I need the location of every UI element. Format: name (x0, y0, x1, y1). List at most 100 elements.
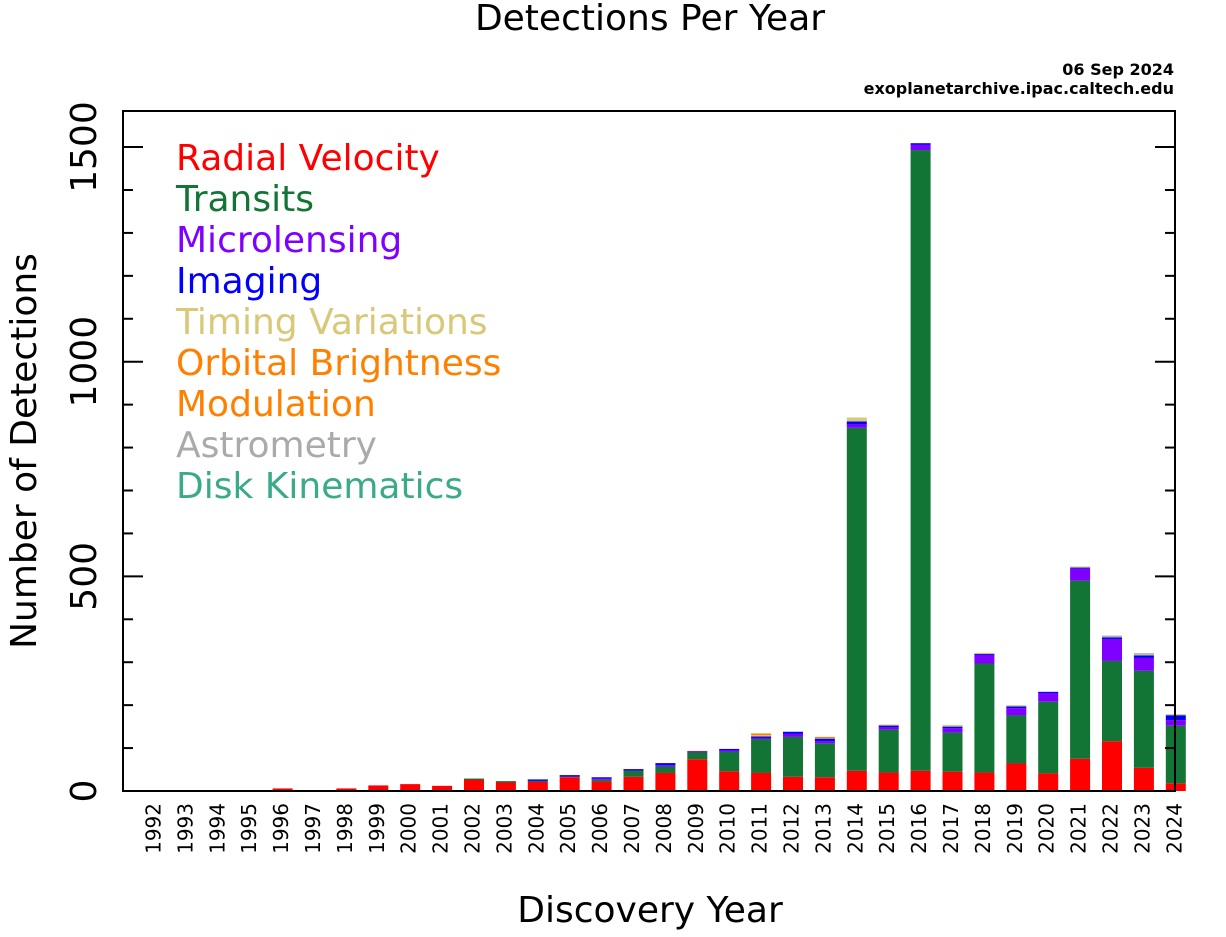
bar-modulation-2011 (751, 733, 772, 735)
bar-microlensing-2016 (910, 144, 931, 151)
bar-timing-variations-2017 (942, 724, 963, 727)
bar-radial-velocity-2003 (495, 781, 516, 791)
bar-transits-2022 (1102, 660, 1122, 742)
x-tick-label: 1997 (301, 803, 325, 854)
x-tick-label: 2021 (1067, 803, 1091, 854)
bar-radial-velocity-2017 (942, 771, 963, 791)
bar-timing-variations-2011 (751, 735, 772, 737)
legend-microlensing: Microlensing (176, 220, 402, 261)
x-tick-label: 2001 (429, 803, 453, 854)
x-tick-label: 2007 (620, 803, 644, 854)
bar-imaging-2019 (1006, 706, 1027, 709)
bar-transits-2008 (655, 766, 676, 773)
x-tick-label: 2022 (1099, 803, 1123, 854)
bar-imaging-2015 (878, 725, 899, 728)
bar-imaging-2018 (974, 653, 995, 655)
bar-microlensing-2023 (1133, 657, 1154, 671)
bar-microlensing-2008 (655, 765, 676, 767)
bar-radial-velocity-2005 (559, 777, 580, 791)
chart-date: 06 Sep 2024 (1062, 60, 1174, 79)
x-axis-label: Discovery Year (517, 890, 783, 931)
bar-microlensing-2011 (751, 737, 772, 740)
x-tick-label: 2023 (1130, 803, 1154, 854)
bar-microlensing-2010 (719, 750, 740, 752)
bar-radial-velocity-2015 (878, 772, 899, 791)
bar-radial-velocity-2013 (814, 777, 835, 791)
bar-transits-2017 (942, 732, 963, 772)
bar-imaging-2017 (942, 726, 963, 729)
bar-radial-velocity-2023 (1133, 767, 1154, 791)
bar-radial-velocity-2014 (846, 770, 867, 791)
bar-transits-2006 (591, 779, 612, 782)
bar-transits-2021 (1070, 580, 1091, 759)
bar-transits-2015 (878, 729, 899, 773)
bar-imaging-2010 (719, 748, 740, 751)
legend-transits: Transits (175, 179, 314, 220)
bar-timing-variations-2014 (846, 417, 867, 422)
bar-timing-variations-2018 (974, 652, 995, 654)
y-axis-label: Number of Detections (4, 253, 45, 649)
bar-radial-velocity-2007 (623, 776, 644, 791)
bar-transits-2003 (495, 781, 516, 783)
bar-transits-2023 (1133, 670, 1154, 768)
x-tick-label: 2012 (780, 803, 804, 854)
bar-transits-2012 (783, 736, 803, 777)
bar-radial-velocity-2008 (655, 772, 676, 791)
bar-astrometry-2023 (1133, 653, 1154, 655)
x-tick-label: 2003 (492, 803, 516, 854)
legend-orbital-brightness: Orbital Brightness (176, 343, 501, 384)
bar-transits-2016 (910, 150, 931, 771)
bar-radial-velocity-2020 (1038, 773, 1059, 791)
x-tick-label: 1992 (142, 803, 166, 854)
bar-transits-2010 (719, 751, 740, 772)
bar-imaging-2020 (1038, 691, 1059, 694)
bar-imaging-2006 (591, 777, 612, 779)
bar-transits-2014 (846, 427, 867, 771)
x-tick-label: 2016 (907, 803, 931, 854)
x-tick-label: 2009 (684, 803, 708, 854)
bar-microlensing-2013 (814, 741, 835, 744)
bar-microlensing-2022 (1102, 639, 1122, 661)
bar-imaging-2008 (655, 763, 676, 766)
chart-source: exoplanetarchive.ipac.caltech.edu (864, 79, 1174, 98)
bar-radial-velocity-2004 (527, 781, 548, 791)
x-tick-label: 2006 (588, 803, 612, 854)
x-tick-label: 2019 (1003, 803, 1027, 854)
x-tick-label: 1998 (333, 803, 357, 854)
bar-imaging-2007 (623, 769, 644, 771)
legend-radial-velocity: Radial Velocity (176, 138, 440, 179)
legend-imaging: Imaging (176, 261, 322, 302)
x-tick-label: 2002 (461, 803, 485, 854)
bar-transits-2004 (527, 780, 548, 782)
y-tick-label: 1500 (64, 101, 105, 193)
bar-transits-2013 (814, 743, 835, 778)
chart-title: Detections Per Year (475, 0, 825, 39)
bar-radial-velocity-1998 (336, 788, 357, 791)
legend-modulation: Modulation (176, 384, 376, 425)
bar-orbital-brightness-2013 (814, 736, 835, 739)
bar-radial-velocity-2000 (400, 784, 421, 791)
bar-radial-velocity-2022 (1102, 741, 1122, 791)
bar-radial-velocity-2021 (1070, 758, 1091, 791)
bar-astrometry-2022 (1102, 635, 1122, 637)
bar-radial-velocity-1996 (272, 788, 293, 791)
bar-transits-2007 (623, 769, 644, 777)
bar-transits-2018 (974, 663, 995, 773)
bar-microlensing-2019 (1006, 708, 1027, 716)
bar-radial-velocity-2006 (591, 781, 612, 791)
x-tick-label: 1994 (205, 803, 229, 854)
bar-imaging-2012 (783, 731, 803, 734)
bar-timing-variations-2019 (1006, 705, 1027, 707)
legend-astrometry: Astrometry (176, 425, 377, 466)
bar-radial-velocity-2001 (432, 785, 453, 791)
bar-radial-velocity-2010 (719, 771, 740, 791)
bar-radial-velocity-2016 (910, 770, 931, 791)
bar-microlensing-2018 (974, 654, 995, 664)
bar-microlensing-2009 (687, 751, 708, 753)
bar-imaging-2016 (910, 143, 931, 145)
bar-imaging-2005 (559, 775, 580, 777)
bar-transits-2019 (1006, 715, 1027, 764)
bar-microlensing-2012 (783, 733, 803, 737)
x-tick-label: 1996 (269, 803, 293, 854)
bar-transits-2002 (464, 778, 484, 780)
